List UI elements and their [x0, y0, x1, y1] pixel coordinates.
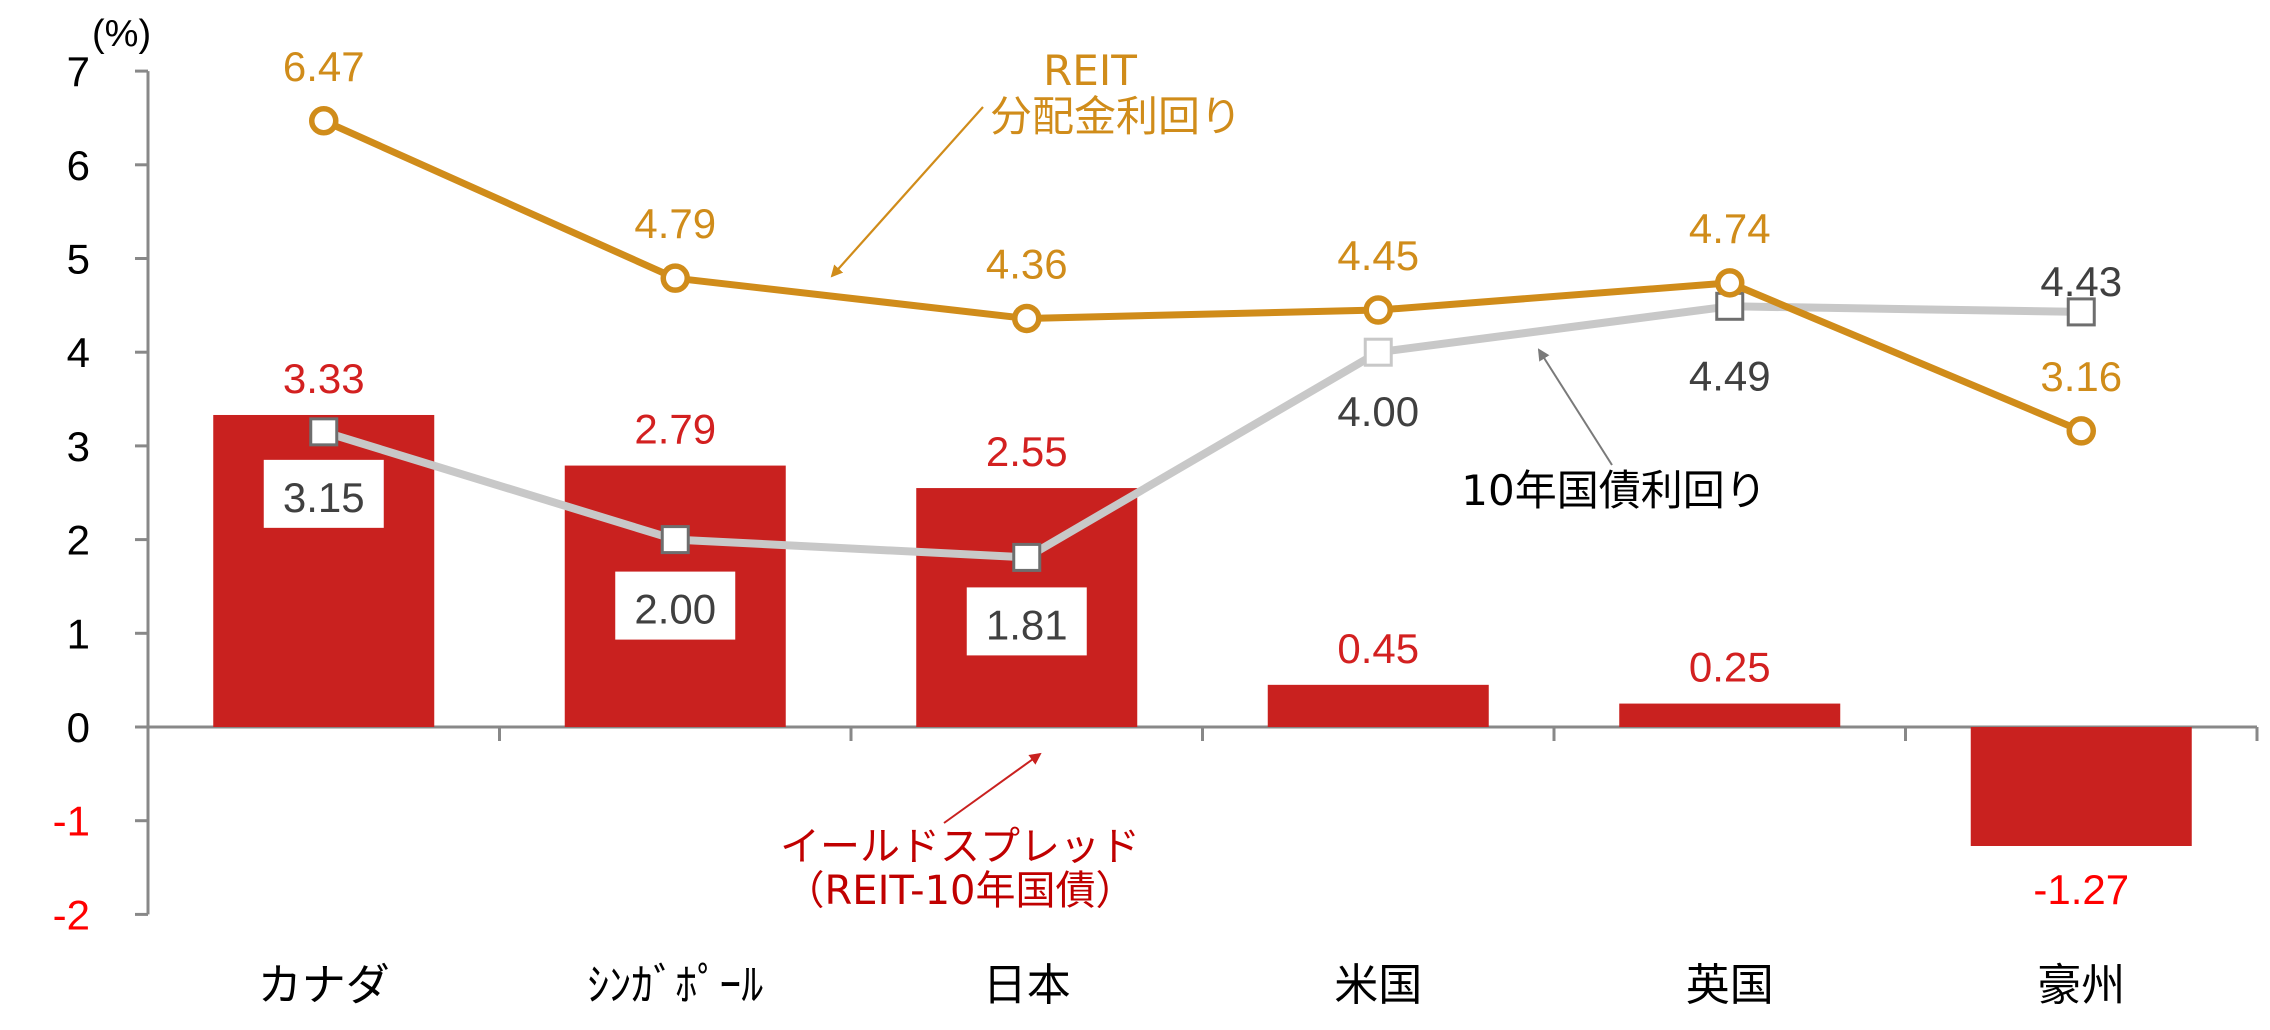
bond-annotation: 10年国債利回り	[1444, 466, 1784, 515]
bond-square-marker-icon	[309, 417, 339, 447]
bond-square-marker-icon	[1012, 542, 1042, 572]
reit-line-path	[322, 117, 2083, 435]
reit-value-label: 4.74	[1689, 205, 1771, 252]
bond-value-label: 4.00	[1337, 388, 1419, 435]
reit-annotation: REIT 分配金利回り	[990, 46, 1243, 142]
y-tick-label: 4	[67, 329, 90, 376]
bar-value-label: -1.27	[2033, 866, 2129, 913]
reit-annotation-line1: REIT	[1043, 46, 1137, 95]
data-labels: 3.33 2.79 2.55 0.45 0.25 -1.27 3.15 2.00 1.81 4.0…	[263, 43, 2129, 913]
spread-annotation-line1: イールドスプレッド	[780, 824, 1140, 870]
reit-value-label: 4.79	[634, 200, 716, 247]
bond-value-label: 2.00	[634, 586, 716, 633]
spread-bar	[1970, 727, 2192, 846]
y-tick-label: -1	[53, 798, 90, 845]
reit-value-label: 6.47	[283, 43, 365, 90]
x-category-label: ｼﾝｶﾞﾎﾟｰﾙ	[587, 960, 763, 1011]
y-tick-label: 6	[67, 142, 90, 189]
reit-circle-marker-icon	[2066, 416, 2096, 446]
bond-square-marker-icon	[1363, 337, 1393, 367]
bar-value-label: 0.25	[1689, 644, 1771, 691]
bar-value-label: 2.79	[634, 406, 716, 453]
axes: 7 6 5 4 3 2 1 0 -1 -2 (%) カナダ ｼﾝｶﾞﾎﾟｰﾙ 日本 米国 英国 豪州	[53, 13, 2259, 1011]
reit-circle-marker-icon	[1715, 268, 1745, 298]
y-tick-label: 5	[67, 236, 90, 283]
spread-bar	[1619, 703, 1841, 727]
bond-label-box	[966, 587, 1087, 656]
x-category-label: 米国	[1334, 960, 1422, 1011]
spread-arrow-icon	[943, 752, 1042, 824]
bond-value-label: 3.15	[283, 474, 365, 521]
reit-value-label: 4.45	[1337, 232, 1419, 279]
y-tick-label: 1	[67, 610, 90, 657]
reit-arrow-icon	[830, 106, 984, 278]
reit-circle-marker-icon	[1363, 295, 1393, 325]
reit-circle-marker-icon	[1012, 303, 1042, 334]
x-category-label: 英国	[1686, 960, 1774, 1011]
reit-yield-line	[309, 106, 2096, 446]
y-tick-label: 0	[67, 704, 90, 751]
y-tick-label: -2	[53, 891, 90, 938]
bond-arrow-icon	[1537, 348, 1613, 466]
bar-value-label: 3.33	[283, 355, 365, 402]
y-tick-label: 7	[67, 48, 90, 95]
x-category-label: カナダ	[258, 960, 390, 1011]
y-tick-label: 2	[67, 517, 90, 564]
bond-square-marker-icon	[660, 525, 690, 555]
y-tick-label: 3	[67, 423, 90, 470]
annotation-arrows	[830, 106, 1613, 824]
reit-annotation-line2: 分配金利回り	[990, 92, 1243, 142]
bond-annotation-label: 10年国債利回り	[1461, 466, 1767, 515]
bond-value-label: 4.43	[2040, 258, 2122, 305]
bond-square-marker-icon	[2066, 297, 2096, 327]
reit-value-label: 4.36	[986, 240, 1068, 287]
reit-circle-marker-icon	[309, 106, 339, 136]
x-category-label: 豪州	[2037, 960, 2125, 1011]
bond-label-box	[263, 459, 384, 528]
bond-label-box	[615, 571, 736, 640]
bar-value-label: 0.45	[1337, 625, 1419, 672]
spread-annotation: イールドスプレッド （REIT-10年国債）	[760, 825, 1160, 913]
x-category-label: 日本	[983, 960, 1071, 1011]
spread-bars	[213, 414, 2192, 846]
bond-value-label: 1.81	[986, 601, 1068, 648]
bar-value-label: 2.55	[986, 428, 1068, 475]
reit-circle-marker-icon	[660, 263, 690, 293]
spread-annotation-line2: （REIT-10年国債）	[784, 868, 1136, 914]
spread-bar	[1267, 684, 1489, 727]
bond-value-label: 4.49	[1689, 352, 1771, 399]
reit-value-label: 3.16	[2040, 353, 2122, 400]
y-unit-label: (%)	[92, 13, 151, 55]
